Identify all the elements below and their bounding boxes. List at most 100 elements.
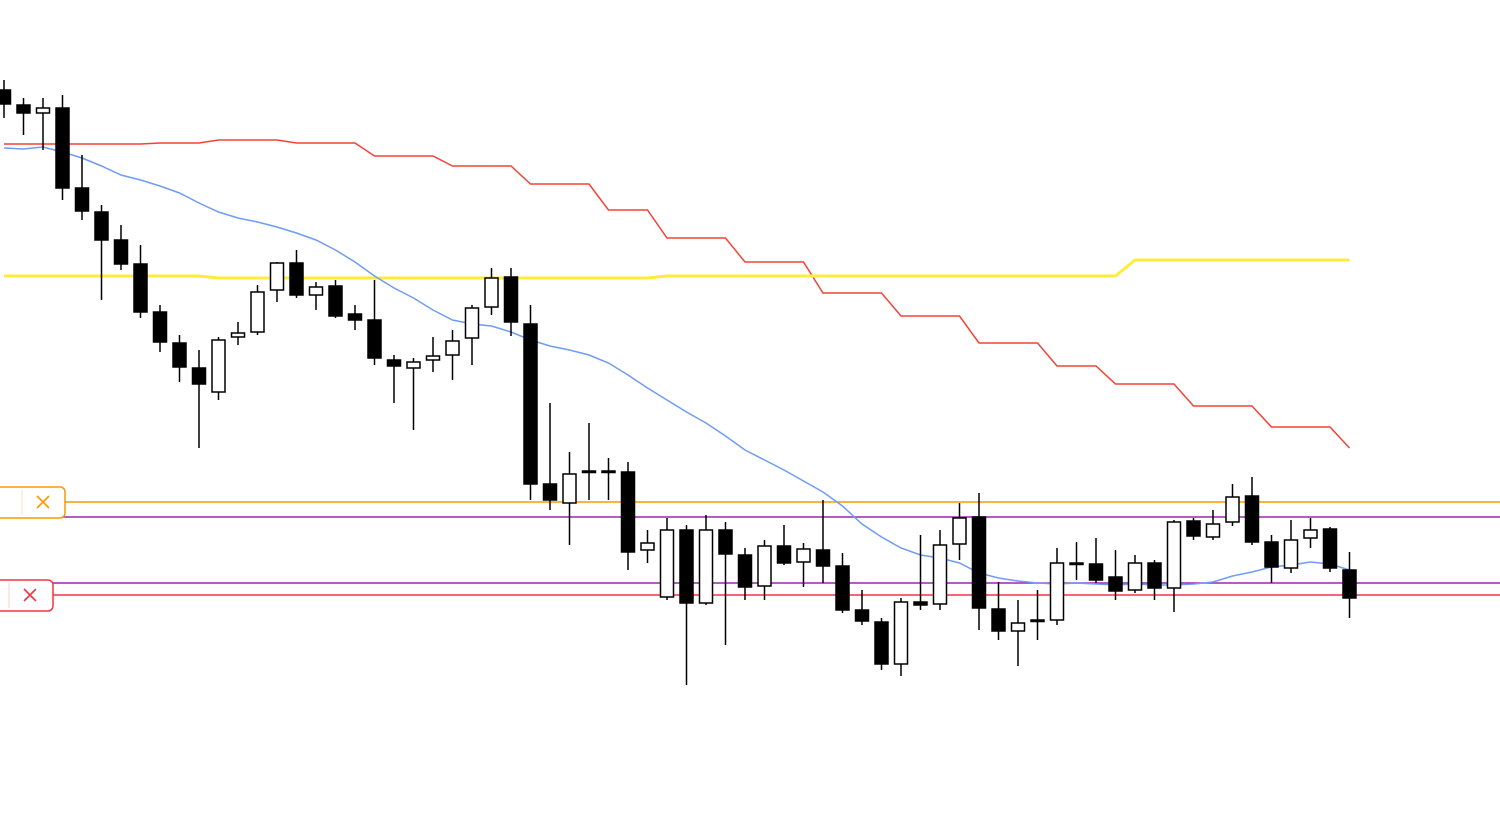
candle-body	[191, 367, 207, 385]
candle-body	[308, 286, 324, 296]
candle-body	[854, 609, 870, 622]
candle	[1069, 542, 1084, 580]
candle	[1166, 520, 1182, 612]
candle	[191, 350, 207, 448]
candle-body	[659, 529, 675, 598]
candle-body	[874, 621, 889, 665]
indicator-line	[4, 258, 1350, 280]
candle	[464, 305, 480, 365]
candle-body	[386, 359, 402, 367]
candle-body	[1186, 520, 1201, 537]
candle-body	[776, 545, 792, 564]
candle-body	[698, 529, 714, 604]
candle	[269, 262, 285, 302]
candle	[1186, 518, 1201, 540]
label-box[interactable]	[0, 486, 66, 519]
candle	[971, 493, 987, 630]
candle	[503, 268, 519, 336]
candle-body	[269, 262, 285, 291]
candle-body	[640, 542, 655, 551]
candle	[835, 553, 850, 613]
candle-body	[0, 89, 12, 105]
candle	[1342, 552, 1357, 618]
candle	[113, 225, 129, 270]
candle	[445, 330, 460, 380]
candle-body	[1010, 622, 1026, 632]
candle	[484, 268, 499, 315]
candle-body	[230, 332, 246, 338]
candle	[289, 250, 304, 298]
candle	[1127, 555, 1143, 593]
candle-body	[679, 529, 694, 604]
candle	[952, 503, 967, 560]
candle-body	[1030, 619, 1045, 623]
candle	[1244, 477, 1260, 545]
candle-body	[796, 548, 811, 563]
candle	[737, 548, 753, 600]
candle	[1303, 518, 1318, 548]
candle-body	[328, 285, 343, 317]
candle-body	[620, 471, 636, 553]
candle	[172, 335, 187, 382]
candle	[874, 618, 889, 670]
candle	[679, 525, 694, 685]
candle-body	[893, 601, 909, 665]
candle	[1030, 590, 1045, 640]
candle	[308, 282, 324, 310]
candle-body	[16, 104, 31, 114]
candle	[55, 95, 70, 200]
candle	[386, 355, 402, 403]
candle-body	[445, 340, 460, 356]
candle	[1283, 520, 1299, 573]
candle-body	[581, 470, 597, 474]
candle-body	[1264, 541, 1279, 568]
candle-body	[289, 262, 304, 296]
candle	[74, 155, 90, 220]
candle-body	[1049, 562, 1065, 621]
candle-body	[250, 291, 265, 333]
candle-body	[523, 323, 538, 485]
candle	[1264, 535, 1279, 583]
candle-body	[542, 483, 558, 501]
candle-body	[737, 554, 753, 588]
candle	[133, 245, 148, 318]
candle-body	[55, 107, 70, 189]
candle-body	[1205, 523, 1221, 538]
candle-body	[835, 565, 850, 611]
line-tool-red[interactable]	[0, 579, 54, 612]
candle	[523, 305, 538, 500]
label-box[interactable]	[0, 579, 54, 612]
candle	[581, 423, 597, 500]
candle	[250, 285, 265, 335]
candle-body	[815, 549, 831, 567]
candle-body	[1303, 529, 1318, 539]
candle-body	[503, 276, 519, 323]
candle-body	[35, 107, 51, 114]
candle-body	[484, 277, 499, 308]
candle-body	[913, 601, 928, 606]
remove-icon[interactable]	[23, 588, 37, 602]
candle-body	[1244, 495, 1260, 543]
candle	[1010, 600, 1026, 666]
candle	[35, 98, 51, 150]
candle	[757, 540, 772, 600]
candle	[698, 515, 714, 605]
candle-body	[932, 544, 948, 605]
remove-icon[interactable]	[36, 495, 50, 509]
candle-body	[1088, 563, 1104, 581]
candle-body	[1322, 528, 1338, 569]
candle-body	[425, 355, 441, 361]
candle	[328, 280, 343, 318]
candle	[230, 322, 246, 345]
candle-body	[1069, 562, 1084, 566]
candle	[1147, 560, 1162, 600]
candle	[659, 518, 675, 600]
line-tool-orange[interactable]	[0, 486, 66, 519]
candle	[1225, 484, 1240, 526]
candle	[1205, 510, 1221, 540]
candle-body	[94, 211, 109, 241]
candle	[1322, 527, 1338, 572]
candle-body	[601, 470, 616, 474]
